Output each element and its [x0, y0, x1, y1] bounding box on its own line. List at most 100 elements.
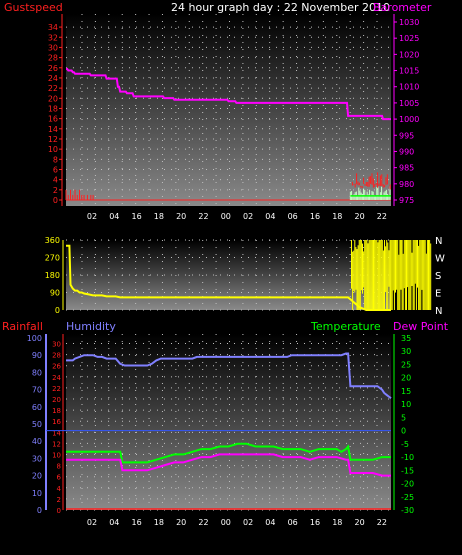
x-tick-label: 18: [154, 212, 164, 221]
gustspeed-tick-label: 0: [53, 196, 58, 205]
humidity-tick-label: 40: [32, 437, 42, 446]
gustspeed-tick-label: 18: [48, 104, 58, 113]
humidity-tick-label: 100: [27, 334, 42, 343]
temperature-axis-title: Temperature: [310, 320, 381, 333]
gustspeed-tick-label: 10: [48, 145, 58, 154]
gustspeed-axis-title: Gustspeed: [4, 1, 63, 14]
compass-label: S: [435, 271, 441, 282]
temperature-tick-label: 5: [401, 413, 406, 422]
rainfall-tick-label: 18: [52, 407, 61, 415]
temperature-tick-label: 30: [401, 347, 411, 356]
rainfall-tick-label: 24: [52, 374, 61, 382]
humidity-axis-title: Humidity: [66, 320, 116, 333]
humidity-tick-label: 20: [32, 472, 42, 481]
panel3-plot-area: [66, 334, 391, 510]
rainfall-tick-label: 20: [52, 396, 61, 404]
temperature-tick-label: 15: [401, 387, 411, 396]
barometer-tick-label: 1005: [399, 99, 419, 108]
gustspeed-tick-label: 22: [48, 84, 58, 93]
compass-label: N: [435, 306, 442, 317]
gustspeed-tick-label: 4: [53, 176, 58, 185]
temperature-tick-label: 25: [401, 360, 411, 369]
direction-tick-label: 360: [45, 236, 60, 245]
rainfall-tick-label: 12: [52, 440, 61, 448]
temperature-tick-label: -25: [401, 493, 414, 502]
temperature-tick-label: 0: [401, 427, 406, 436]
x-tick-label: 16: [132, 212, 142, 221]
barometer-tick-label: 1025: [399, 34, 419, 43]
x-tick-label: 20: [176, 212, 186, 221]
x-tick-label: 06: [288, 212, 298, 221]
x-tick-label: 02: [243, 518, 253, 527]
humidity-tick-label: 90: [32, 351, 42, 360]
rainfall-tick-label: 22: [52, 385, 61, 393]
temperature-tick-label: -20: [401, 480, 414, 489]
rainfall-tick-label: 26: [52, 363, 61, 371]
x-tick-label: 20: [355, 212, 365, 221]
x-tick-label: 16: [310, 518, 320, 527]
x-tick-label: 22: [198, 212, 208, 221]
temperature-tick-label: 35: [401, 334, 411, 343]
gustspeed-tick-label: 6: [53, 165, 58, 174]
direction-tick-label: 90: [50, 289, 60, 298]
gustspeed-tick-label: 24: [48, 74, 58, 83]
temperature-tick-label: -30: [401, 506, 414, 515]
x-tick-label: 04: [109, 212, 119, 221]
rainfall-axis-title: Rainfall: [2, 320, 43, 333]
x-tick-label: 02: [87, 212, 97, 221]
gustspeed-tick-label: 20: [48, 94, 58, 103]
direction-tick-label: 180: [45, 271, 60, 280]
barometer-tick-label: 985: [399, 164, 414, 173]
rainfall-tick-label: 2: [57, 496, 61, 504]
x-tick-label: 18: [332, 212, 342, 221]
humidity-tick-label: 70: [32, 386, 42, 395]
rainfall-tick-label: 0: [57, 507, 61, 515]
x-tick-label: 00: [221, 212, 231, 221]
barometer-tick-label: 1015: [399, 67, 419, 76]
x-tick-label: 20: [355, 518, 365, 527]
temperature-tick-label: 10: [401, 400, 411, 409]
dewpoint-axis-title: Dew Point: [393, 320, 449, 333]
temperature-series-line: [66, 442, 391, 464]
panel1-plot-area: [66, 14, 391, 206]
temperature-tick-label: -5: [401, 440, 409, 449]
barometer-tick-label: 1010: [399, 83, 419, 92]
temperature-tick-label: 20: [401, 374, 411, 383]
x-tick-label: 16: [132, 518, 142, 527]
rainfall-tick-label: 4: [57, 485, 62, 493]
x-tick-label: 18: [332, 518, 342, 527]
direction-tick-label: 0: [55, 306, 60, 315]
x-tick-label: 22: [198, 518, 208, 527]
gustspeed-tick-label: 26: [48, 64, 58, 73]
barometer-tick-label: 995: [399, 131, 414, 140]
rainfall-tick-label: 6: [57, 474, 62, 482]
humidity-tick-label: 30: [32, 454, 42, 463]
panel2-plot-area: [66, 240, 391, 310]
humidity-tick-label: 50: [32, 420, 42, 429]
x-tick-label: 20: [176, 518, 186, 527]
rainfall-tick-label: 14: [52, 429, 61, 437]
gustspeed-tick-label: 16: [48, 115, 58, 124]
x-tick-label: 04: [265, 212, 275, 221]
humidity-tick-label: 60: [32, 403, 42, 412]
humidity-tick-label: 0: [37, 506, 42, 515]
x-tick-label: 22: [377, 518, 387, 527]
gustspeed-tick-label: 8: [53, 155, 58, 164]
rainfall-tick-label: 10: [52, 452, 61, 460]
compass-label: N: [435, 236, 442, 247]
rainfall-tick-label: 28: [52, 352, 61, 360]
barometer-tick-label: 975: [399, 196, 414, 205]
x-tick-label: 04: [265, 518, 275, 527]
x-tick-label: 22: [377, 212, 387, 221]
direction-tick-label: 270: [45, 254, 60, 263]
rainfall-tick-label: 16: [52, 418, 61, 426]
compass-label: E: [435, 289, 441, 300]
gustspeed-tick-label: 12: [48, 135, 58, 144]
x-tick-label: 18: [154, 518, 164, 527]
barometer-tick-label: 980: [399, 180, 414, 189]
x-tick-label: 00: [221, 518, 231, 527]
barometer-tick-label: 1020: [399, 50, 419, 59]
